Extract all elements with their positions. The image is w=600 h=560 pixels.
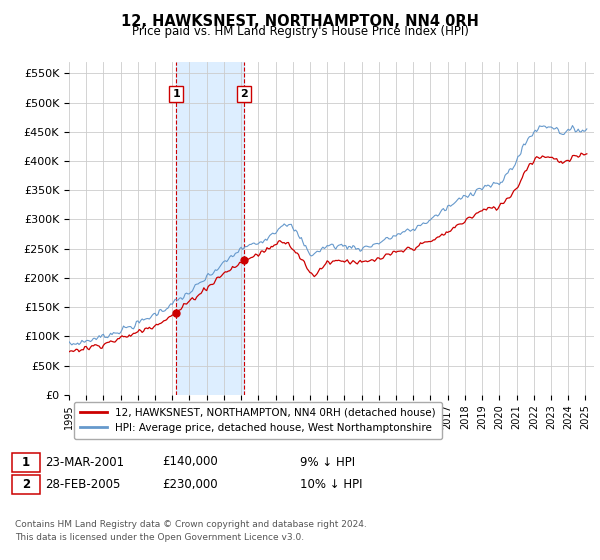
Text: This data is licensed under the Open Government Licence v3.0.: This data is licensed under the Open Gov… — [15, 533, 304, 542]
Bar — [176, 62, 244, 395]
Text: £140,000: £140,000 — [162, 455, 218, 469]
Text: 1: 1 — [172, 88, 180, 99]
Text: 2: 2 — [240, 88, 248, 99]
Text: 2: 2 — [22, 478, 30, 491]
Text: £230,000: £230,000 — [162, 478, 218, 491]
Text: 23-MAR-2001: 23-MAR-2001 — [45, 455, 124, 469]
Text: 9% ↓ HPI: 9% ↓ HPI — [300, 455, 355, 469]
Text: 1: 1 — [22, 455, 30, 469]
Text: 12, HAWKSNEST, NORTHAMPTON, NN4 0RH: 12, HAWKSNEST, NORTHAMPTON, NN4 0RH — [121, 14, 479, 29]
Text: Price paid vs. HM Land Registry's House Price Index (HPI): Price paid vs. HM Land Registry's House … — [131, 25, 469, 38]
Text: Contains HM Land Registry data © Crown copyright and database right 2024.: Contains HM Land Registry data © Crown c… — [15, 520, 367, 529]
Text: 10% ↓ HPI: 10% ↓ HPI — [300, 478, 362, 491]
Text: 28-FEB-2005: 28-FEB-2005 — [45, 478, 121, 491]
Legend: 12, HAWKSNEST, NORTHAMPTON, NN4 0RH (detached house), HPI: Average price, detach: 12, HAWKSNEST, NORTHAMPTON, NN4 0RH (det… — [74, 402, 442, 440]
